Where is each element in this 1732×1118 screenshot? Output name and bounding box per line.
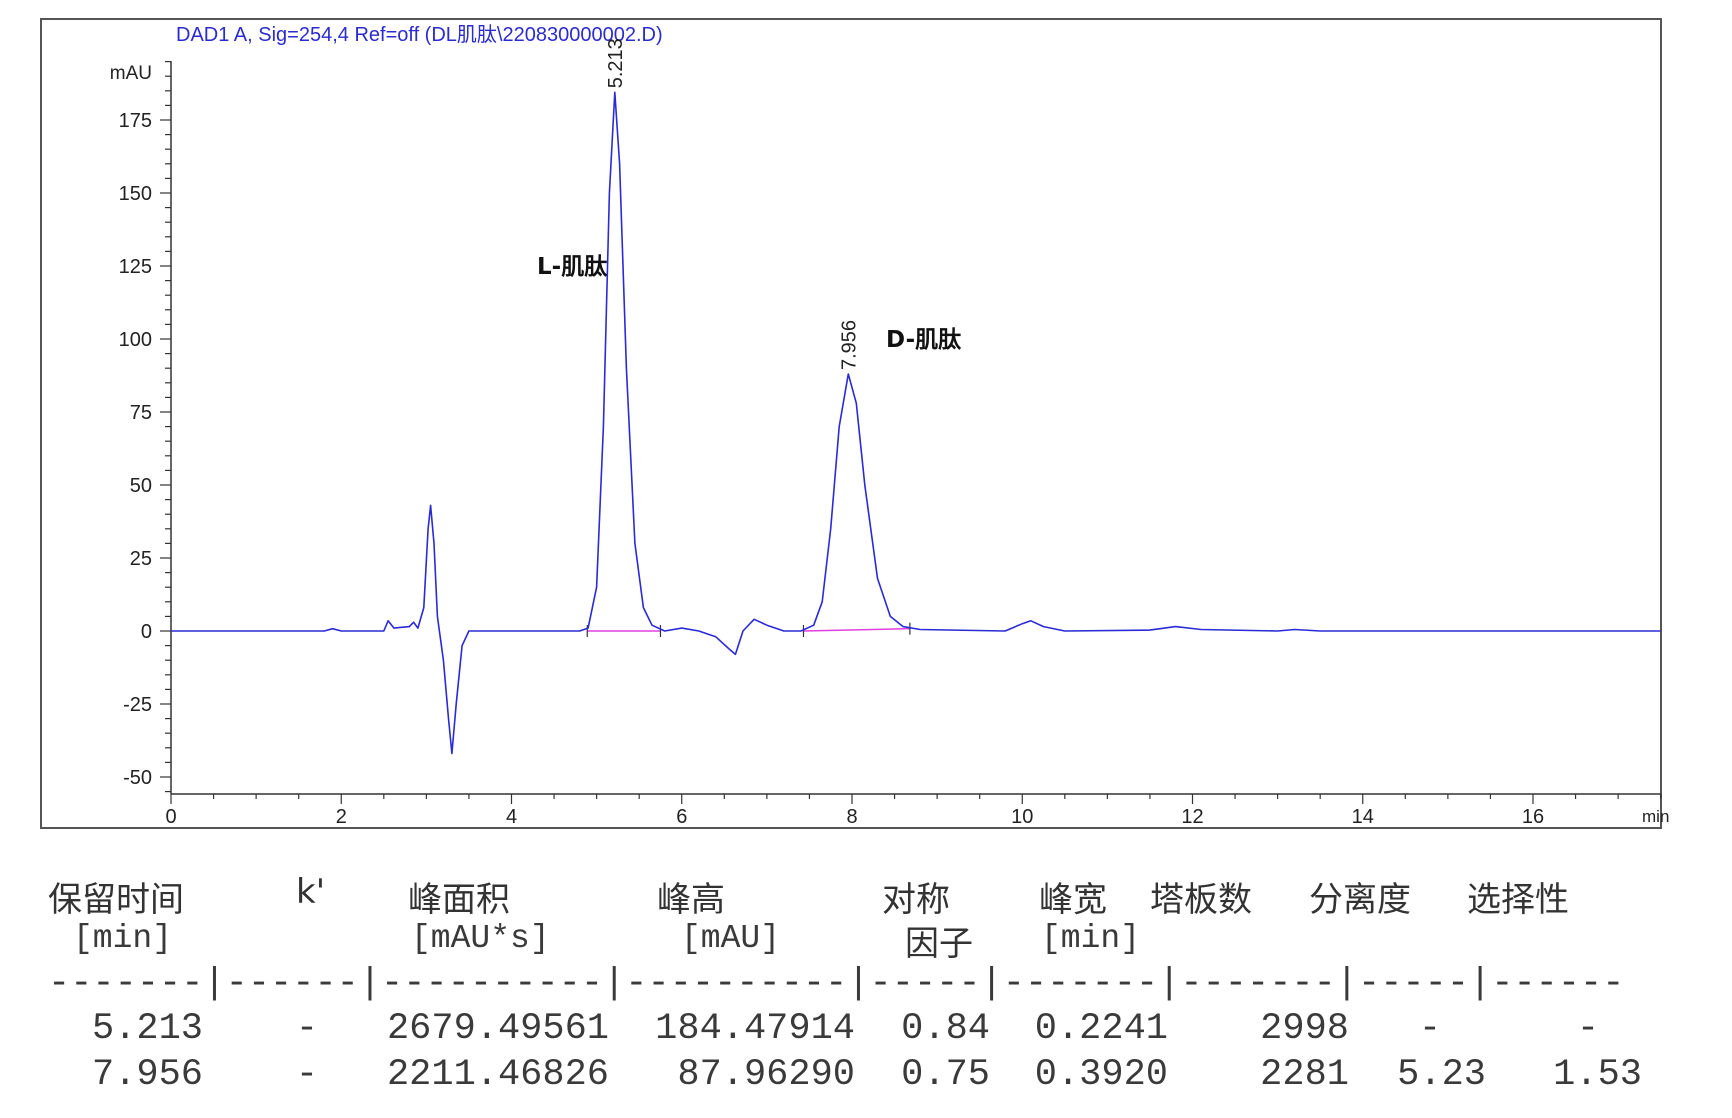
plot-frame: [40, 18, 1662, 829]
y-tick-label: -25: [123, 694, 152, 716]
x-tick-label: 8: [846, 806, 857, 828]
table-cell: 0.3920: [1034, 1054, 1168, 1096]
table-cell: 2679.49561: [386, 1008, 609, 1050]
y-tick-label: -50: [123, 767, 152, 789]
header-plates: 塔板数: [1150, 880, 1252, 920]
table-cell: 5.213: [91, 1008, 203, 1050]
table-cell: -: [295, 1054, 319, 1096]
header-symmetry: 对称: [882, 880, 950, 920]
y-tick-label: 75: [130, 402, 152, 424]
x-tick-label: 6: [676, 806, 687, 828]
table-separator: -------|------|----------|----------|---…: [48, 963, 1625, 1005]
table-cell: 0.75: [901, 1054, 990, 1096]
x-tick-label: 4: [506, 806, 517, 828]
table-cell: 5.23: [1397, 1054, 1486, 1096]
x-axis-label: min: [1642, 807, 1669, 826]
y-axis-label: mAU: [110, 63, 152, 84]
chart-title: DAD1 A, Sig=254,4 Ref=off (DL肌肽\22083000…: [176, 23, 663, 46]
unit-width-min: [min]: [1041, 920, 1141, 957]
header-height: 峰高: [657, 880, 725, 920]
peak-rt-label: 7.956: [838, 320, 860, 370]
y-tick-label: 50: [130, 475, 152, 497]
unit-height: [mAU]: [681, 920, 781, 957]
integration-baseline: [803, 627, 910, 632]
table-cell: 87.96290: [677, 1054, 855, 1096]
table-cell: 0.84: [901, 1008, 990, 1050]
unit-area: [mAU*s]: [411, 920, 550, 957]
peak-annotation: L-肌肽: [537, 254, 608, 280]
table-cell: 184.47914: [655, 1008, 855, 1050]
x-tick-label: 0: [165, 806, 176, 828]
header-resolution: 分离度: [1309, 880, 1411, 920]
y-tick-label: 150: [119, 183, 152, 205]
table-cell: 2998: [1260, 1008, 1349, 1050]
header-area: 峰面积: [408, 880, 510, 920]
header-retention-time: 保留时间: [48, 880, 184, 920]
unit-factor: 因子: [905, 924, 973, 964]
signal-trace: [171, 91, 1661, 755]
table-cell: 2281: [1260, 1054, 1349, 1096]
x-tick-label: 2: [336, 806, 347, 828]
peak-rt-label: 5.213: [605, 38, 627, 88]
chromatogram: DAD1 A, Sig=254,4 Ref=off (DL肌肽\22083000…: [40, 18, 1669, 829]
x-tick-label: 10: [1011, 806, 1033, 828]
y-tick-label: 0: [141, 621, 152, 643]
header-k: k': [296, 872, 326, 912]
x-tick-label: 14: [1352, 806, 1374, 828]
y-tick-label: 100: [119, 329, 152, 351]
x-tick-label: 16: [1522, 806, 1544, 828]
peak-annotation: D-肌肽: [886, 327, 962, 353]
table-cell: 2211.46826: [386, 1054, 609, 1096]
table-cell: -: [1576, 1008, 1600, 1050]
header-width: 峰宽: [1039, 880, 1107, 920]
table-cell: -: [295, 1008, 319, 1050]
table-cell: -: [1418, 1008, 1442, 1050]
y-tick-label: 125: [119, 256, 152, 278]
table-cell: 1.53: [1553, 1054, 1642, 1096]
x-tick-label: 12: [1181, 806, 1203, 828]
header-selectivity: 选择性: [1467, 880, 1569, 920]
y-tick-label: 25: [130, 548, 152, 570]
unit-min: [min]: [73, 920, 173, 957]
y-tick-label: 175: [119, 110, 152, 132]
table-cell: 0.2241: [1034, 1008, 1168, 1050]
table-cell: 7.956: [91, 1054, 203, 1096]
